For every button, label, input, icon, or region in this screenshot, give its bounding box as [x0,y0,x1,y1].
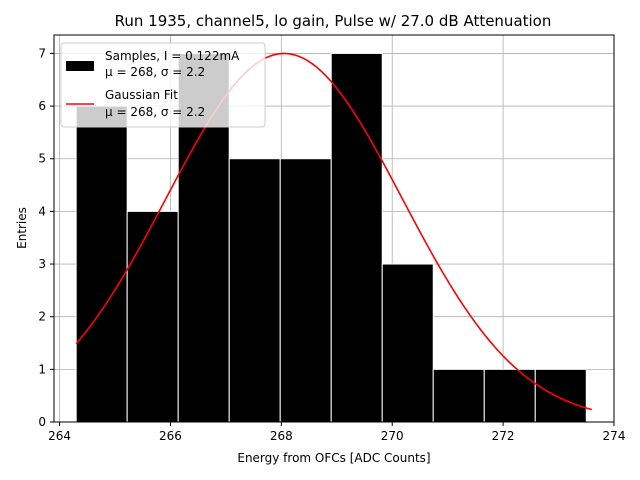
x-axis-label: Energy from OFCs [ADC Counts] [237,451,430,465]
histogram-bar [228,158,281,423]
legend-samples-label: Samples, I = 0.122mA [105,49,240,63]
x-tick-label: 272 [492,429,515,443]
x-tick-label: 270 [381,429,404,443]
histogram-bar [534,368,587,423]
histogram-bar [279,158,332,423]
legend: Samples, I = 0.122mA μ = 268, σ = 2.2 Ga… [60,42,266,128]
x-tick-label: 264 [48,429,71,443]
y-axis-label: Entries [15,207,29,249]
x-tick-label: 266 [159,429,182,443]
y-tick-label: 4 [38,204,46,218]
x-tick-label: 268 [270,429,293,443]
legend-fit-stats: μ = 268, σ = 2.2 [105,105,205,119]
y-tick-label: 0 [38,415,46,429]
histogram-bar [126,210,179,423]
plot-frame [53,34,615,423]
legend-samples-stats: μ = 268, σ = 2.2 [105,65,205,79]
histogram-bar [330,52,383,423]
histogram-bar [75,105,128,423]
y-tick-label: 1 [38,362,46,376]
y-tick-label: 5 [38,152,46,166]
chart-title: Run 1935, channel5, lo gain, Pulse w/ 27… [115,12,552,30]
axis-ticks: 264 266 268 270 272 274 0 1 2 3 4 5 6 7 [38,46,625,443]
histogram-bar [381,263,434,423]
legend-fit-label: Gaussian Fit [105,88,178,102]
y-tick-label: 7 [38,46,46,60]
histogram-bar [432,368,485,423]
y-tick-label: 2 [38,310,46,324]
legend-box [60,42,266,128]
y-tick-label: 3 [38,257,46,271]
gaussian-fit-line [75,52,593,411]
y-tick-label: 6 [38,99,46,113]
x-tick-label: 274 [603,429,626,443]
legend-samples-swatch [66,61,94,71]
